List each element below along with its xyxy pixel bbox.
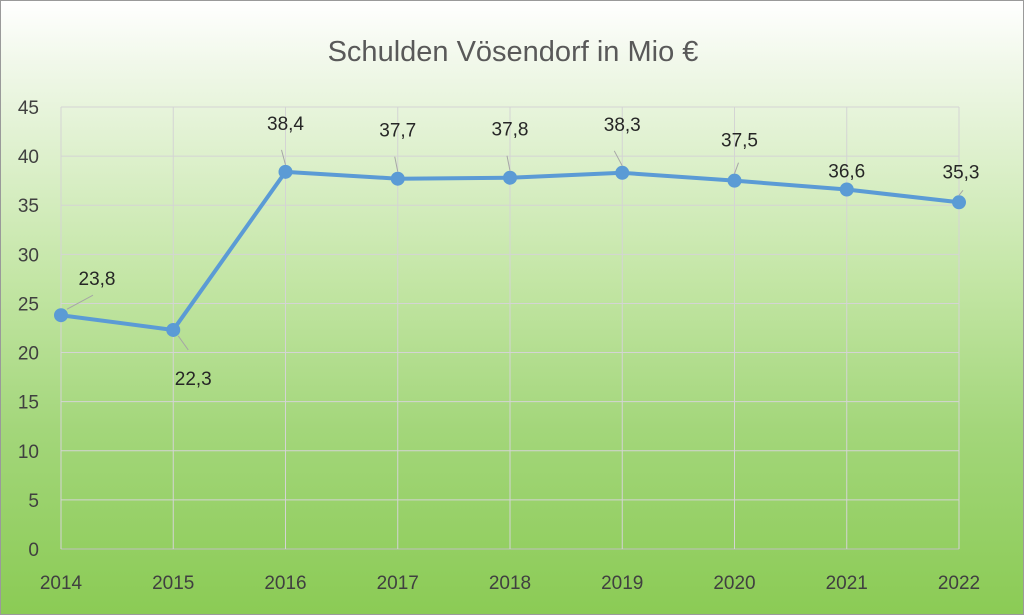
data-point-marker bbox=[503, 170, 517, 185]
label-leader-line bbox=[506, 155, 511, 171]
label-leader-line bbox=[734, 162, 739, 174]
data-label: 37,8 bbox=[492, 120, 529, 141]
data-label: 22,3 bbox=[175, 369, 212, 390]
x-tick-label: 2017 bbox=[377, 573, 419, 594]
data-point-marker bbox=[390, 171, 405, 186]
data-point-marker bbox=[952, 195, 966, 210]
chart-title: Schulden Vösendorf in Mio € bbox=[328, 36, 699, 68]
data-label: 37,5 bbox=[721, 131, 758, 152]
x-tick-label: 2015 bbox=[152, 573, 194, 594]
x-tick-label: 2020 bbox=[713, 573, 755, 594]
y-tick-label: 20 bbox=[18, 344, 39, 365]
label-leader-line bbox=[613, 150, 623, 167]
y-tick-label: 45 bbox=[18, 98, 39, 119]
x-tick-label: 2018 bbox=[489, 573, 531, 594]
label-leader-line bbox=[958, 189, 964, 196]
series-layer bbox=[54, 164, 966, 337]
y-tick-label: 5 bbox=[28, 491, 39, 512]
y-tick-label: 15 bbox=[18, 393, 39, 414]
data-label: 35,3 bbox=[943, 162, 980, 183]
x-tick-label: 2014 bbox=[40, 573, 83, 594]
label-leader-line bbox=[394, 156, 399, 172]
x-tick-label: 2019 bbox=[601, 573, 643, 594]
data-label: 23,8 bbox=[79, 269, 116, 290]
data-point-marker bbox=[727, 173, 742, 188]
y-tick-label: 25 bbox=[18, 294, 39, 315]
grid-layer bbox=[60, 106, 960, 550]
label-leader-line bbox=[66, 294, 94, 310]
y-axis-tick-labels: 0 5 10 15 20 25 30 35 40 45 bbox=[18, 98, 39, 561]
x-tick-label: 2016 bbox=[264, 573, 306, 594]
data-label-layer: 23,8 22,3 38,4 37,7 37,8 38,3 37,5 36,6 35,3 bbox=[66, 114, 980, 390]
y-tick-label: 35 bbox=[18, 196, 39, 217]
data-point-marker bbox=[839, 182, 854, 197]
data-point-marker bbox=[615, 165, 630, 180]
data-label: 37,7 bbox=[379, 121, 416, 142]
x-axis-tick-labels: 2014 2015 2016 2017 2018 2019 2020 2021 2022 bbox=[40, 573, 980, 594]
y-tick-label: 10 bbox=[18, 442, 39, 463]
x-tick-label: 2022 bbox=[938, 573, 980, 594]
data-label: 36,6 bbox=[828, 162, 865, 183]
y-tick-label: 40 bbox=[18, 147, 39, 168]
label-leader-line bbox=[177, 335, 189, 351]
data-point-marker bbox=[54, 308, 68, 323]
data-label: 38,4 bbox=[267, 114, 304, 135]
data-label: 38,3 bbox=[604, 115, 641, 136]
data-point-marker bbox=[278, 164, 293, 179]
label-leader-line bbox=[281, 149, 286, 165]
y-tick-label: 30 bbox=[18, 245, 39, 266]
y-tick-label: 0 bbox=[28, 540, 39, 561]
data-point-marker bbox=[166, 322, 181, 337]
x-tick-label: 2021 bbox=[826, 573, 868, 594]
